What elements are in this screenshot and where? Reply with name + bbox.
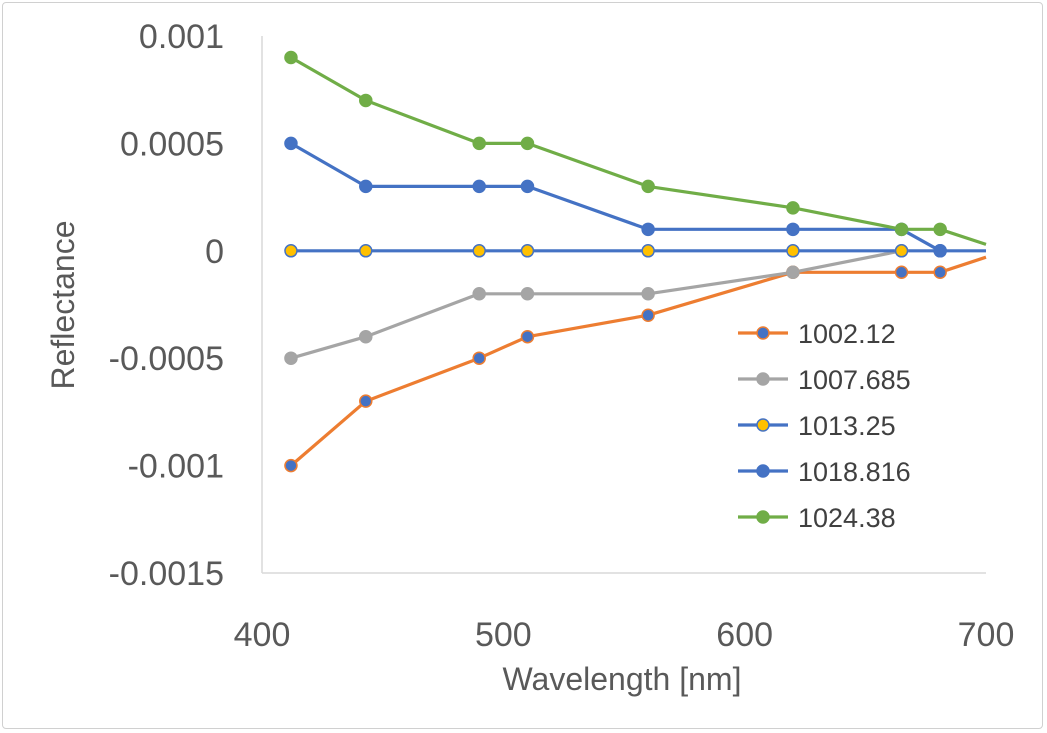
data-point — [933, 244, 947, 258]
y-tick-label: -0.0005 — [109, 340, 224, 378]
data-point — [359, 329, 373, 344]
data-point — [472, 136, 486, 151]
data-point — [786, 265, 800, 280]
y-tick-label: 0 — [205, 233, 224, 271]
data-point — [284, 136, 298, 151]
legend: 1002.12 1007.685 1013.25 1018.816 1024.38 — [738, 319, 911, 533]
data-point — [786, 222, 800, 237]
data-point — [359, 394, 373, 408]
data-point — [520, 136, 535, 151]
y-tick-labels: 0.001 0.0005 0 -0.0005 -0.001 -0.0015 — [109, 18, 224, 593]
y-tick-label: -0.0015 — [109, 555, 224, 593]
x-tick-label: 400 — [234, 616, 291, 654]
legend-label: 1007.685 — [798, 365, 911, 395]
data-point — [520, 179, 535, 194]
x-tick-label: 600 — [716, 616, 773, 654]
legend-marker — [756, 326, 770, 340]
data-point — [894, 265, 909, 280]
y-tick-label: -0.001 — [128, 448, 224, 486]
data-point — [284, 458, 298, 473]
x-tick-label: 700 — [958, 616, 1015, 654]
series-lines — [289, 56, 987, 467]
data-point — [641, 308, 655, 322]
data-point — [786, 201, 800, 215]
data-point — [472, 351, 486, 365]
series-markers — [284, 50, 947, 473]
y-axis-title: Reflectance — [45, 221, 81, 390]
legend-label: 1002.12 — [798, 319, 896, 349]
data-point — [641, 287, 655, 301]
legend-marker — [756, 510, 770, 524]
legend-marker — [756, 418, 770, 432]
data-point — [894, 244, 909, 258]
data-point — [359, 179, 373, 194]
data-point — [359, 244, 373, 258]
legend-label: 1024.38 — [798, 503, 896, 533]
y-tick-label: 0.0005 — [120, 125, 224, 163]
data-point — [284, 244, 298, 258]
data-point — [786, 244, 800, 258]
data-point — [894, 222, 909, 237]
data-point — [641, 222, 655, 237]
series-line-1024.38 — [290, 56, 987, 246]
data-point — [472, 244, 486, 258]
data-point — [284, 351, 298, 365]
x-axis-title: Wavelength [nm] — [503, 661, 742, 697]
data-point — [520, 329, 535, 344]
data-point — [472, 287, 486, 301]
data-point — [641, 244, 655, 258]
legend-marker — [756, 372, 770, 386]
axes — [261, 36, 986, 574]
legend-marker — [756, 464, 770, 478]
y-tick-label: 0.001 — [139, 18, 224, 56]
x-tick-labels: 400 500 600 700 — [234, 616, 1015, 654]
legend-label: 1013.25 — [798, 411, 896, 441]
data-point — [520, 287, 535, 301]
data-point — [933, 265, 947, 280]
data-point — [359, 93, 373, 108]
data-point — [933, 222, 947, 237]
series-line-1018.816 — [290, 142, 941, 253]
data-point — [284, 50, 298, 65]
x-tick-label: 500 — [475, 616, 532, 654]
legend-label: 1018.816 — [798, 457, 911, 487]
data-point — [472, 179, 486, 194]
data-point — [641, 179, 655, 194]
data-point — [520, 244, 535, 258]
